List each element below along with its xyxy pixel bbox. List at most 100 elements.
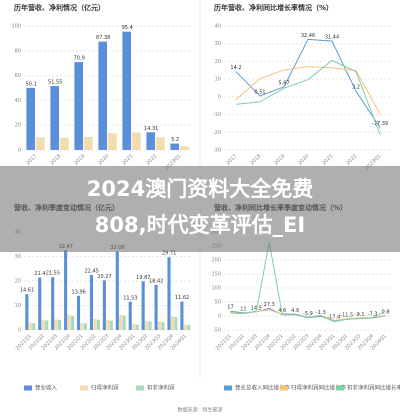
y-tick-label: 20 (215, 59, 221, 65)
bar (32, 323, 36, 330)
bar (122, 315, 126, 330)
data-label: -11.5 (340, 313, 353, 319)
bar (58, 319, 62, 330)
bar (38, 277, 42, 330)
data-label: 5.67 (278, 80, 289, 86)
y-tick-label: 20 (15, 279, 21, 285)
bar (51, 277, 55, 330)
legend-swatch (280, 385, 288, 391)
data-label: 14.2 (230, 65, 241, 71)
data-label: 19.87 (136, 275, 150, 281)
legend-label: 归母净利润同比增长率 (291, 384, 347, 392)
bar (84, 136, 93, 150)
bar (80, 322, 84, 330)
data-label: 95.4 (122, 25, 133, 31)
bar (45, 320, 49, 330)
bar (119, 314, 123, 330)
line (235, 59, 381, 135)
bar (76, 295, 81, 330)
bar (187, 324, 191, 330)
bar (170, 316, 174, 330)
y-tick-label: 0 (18, 328, 21, 334)
line (235, 38, 381, 128)
y-tick-label: 60 (15, 73, 21, 79)
bar (60, 137, 69, 150)
y-tick-label: -30 (213, 148, 221, 154)
legend-label: 扣非净利润 (147, 384, 175, 392)
bar (132, 132, 141, 150)
data-label: -7.3 (368, 312, 378, 318)
bar (109, 320, 113, 330)
bar (106, 319, 110, 330)
data-label: 50.1 (26, 81, 37, 87)
bar (64, 250, 68, 330)
data-label: 22.45 (84, 268, 98, 274)
legend-swatch (224, 385, 232, 391)
bar (174, 317, 178, 330)
bar (145, 320, 149, 330)
y-tick-label: 40 (215, 24, 221, 30)
data-label: 18.42 (149, 278, 163, 284)
bar (25, 294, 29, 330)
y-tick-label: 10 (15, 303, 21, 309)
bar (74, 62, 84, 150)
legend-label: 归母净利润 (91, 384, 119, 392)
y-tick-label: 40 (15, 98, 21, 104)
y-tick-label: -20 (213, 130, 221, 136)
legend-swatch (336, 385, 344, 391)
overlay-title: 808,时代变革评估_EI (95, 213, 305, 237)
data-label: 21.55 (46, 271, 60, 277)
bar (157, 321, 162, 330)
bar (180, 146, 189, 150)
data-label: 11.53 (123, 295, 137, 301)
y-tick-label: -10 (213, 112, 221, 118)
bar (161, 321, 165, 330)
data-label: 14.61 (20, 288, 34, 294)
chart-title: 历年营收、净利同比增长率情况（%） (214, 3, 333, 12)
legend-swatch (24, 385, 32, 391)
data-label: 87.38 (96, 35, 110, 41)
y-tick-label: 20 (15, 123, 21, 129)
bar (154, 284, 158, 330)
y-tick-label: 100 (11, 24, 21, 30)
source: 数据来源：恒生聚源 (177, 407, 222, 414)
legend-label: 营业总收入同比增长率 (235, 384, 291, 392)
bar (50, 86, 60, 150)
y-tick-label: 100 (211, 286, 221, 292)
bar (148, 321, 152, 330)
bar (122, 31, 132, 150)
bar (98, 41, 108, 150)
data-label: 70.9 (74, 56, 85, 62)
data-label: 0.8 (382, 309, 390, 315)
bar (102, 280, 106, 330)
y-tick-label: 0 (218, 314, 221, 320)
bar (170, 143, 180, 150)
data-label: -17.39 (372, 121, 388, 127)
bar (146, 132, 156, 150)
bar (132, 324, 136, 330)
bar (67, 314, 71, 330)
y-tick-label: 0 (218, 94, 221, 100)
y-tick-label: 150 (211, 272, 221, 278)
legend-swatch (80, 385, 88, 391)
bar (70, 315, 75, 330)
data-label: 13.96 (72, 289, 86, 295)
data-label: -1.3 (316, 310, 326, 316)
line (230, 242, 386, 323)
data-label: 3.2 (352, 85, 360, 91)
data-label: 27.3 (264, 302, 275, 308)
data-label: 0.51 (254, 89, 265, 95)
bar (26, 87, 36, 150)
data-label: -17.4 (327, 314, 340, 320)
data-label: 32.46 (301, 33, 315, 39)
bar (156, 137, 165, 150)
y-tick-label: 80 (15, 48, 21, 54)
line (235, 66, 381, 115)
legend-label: 营业收入 (35, 384, 58, 392)
data-label: 29.71 (162, 251, 176, 257)
y-tick-label: -50 (213, 328, 221, 334)
data-label: 21.4 (34, 271, 45, 277)
bar (128, 301, 132, 330)
data-label: -9.1 (355, 312, 365, 318)
